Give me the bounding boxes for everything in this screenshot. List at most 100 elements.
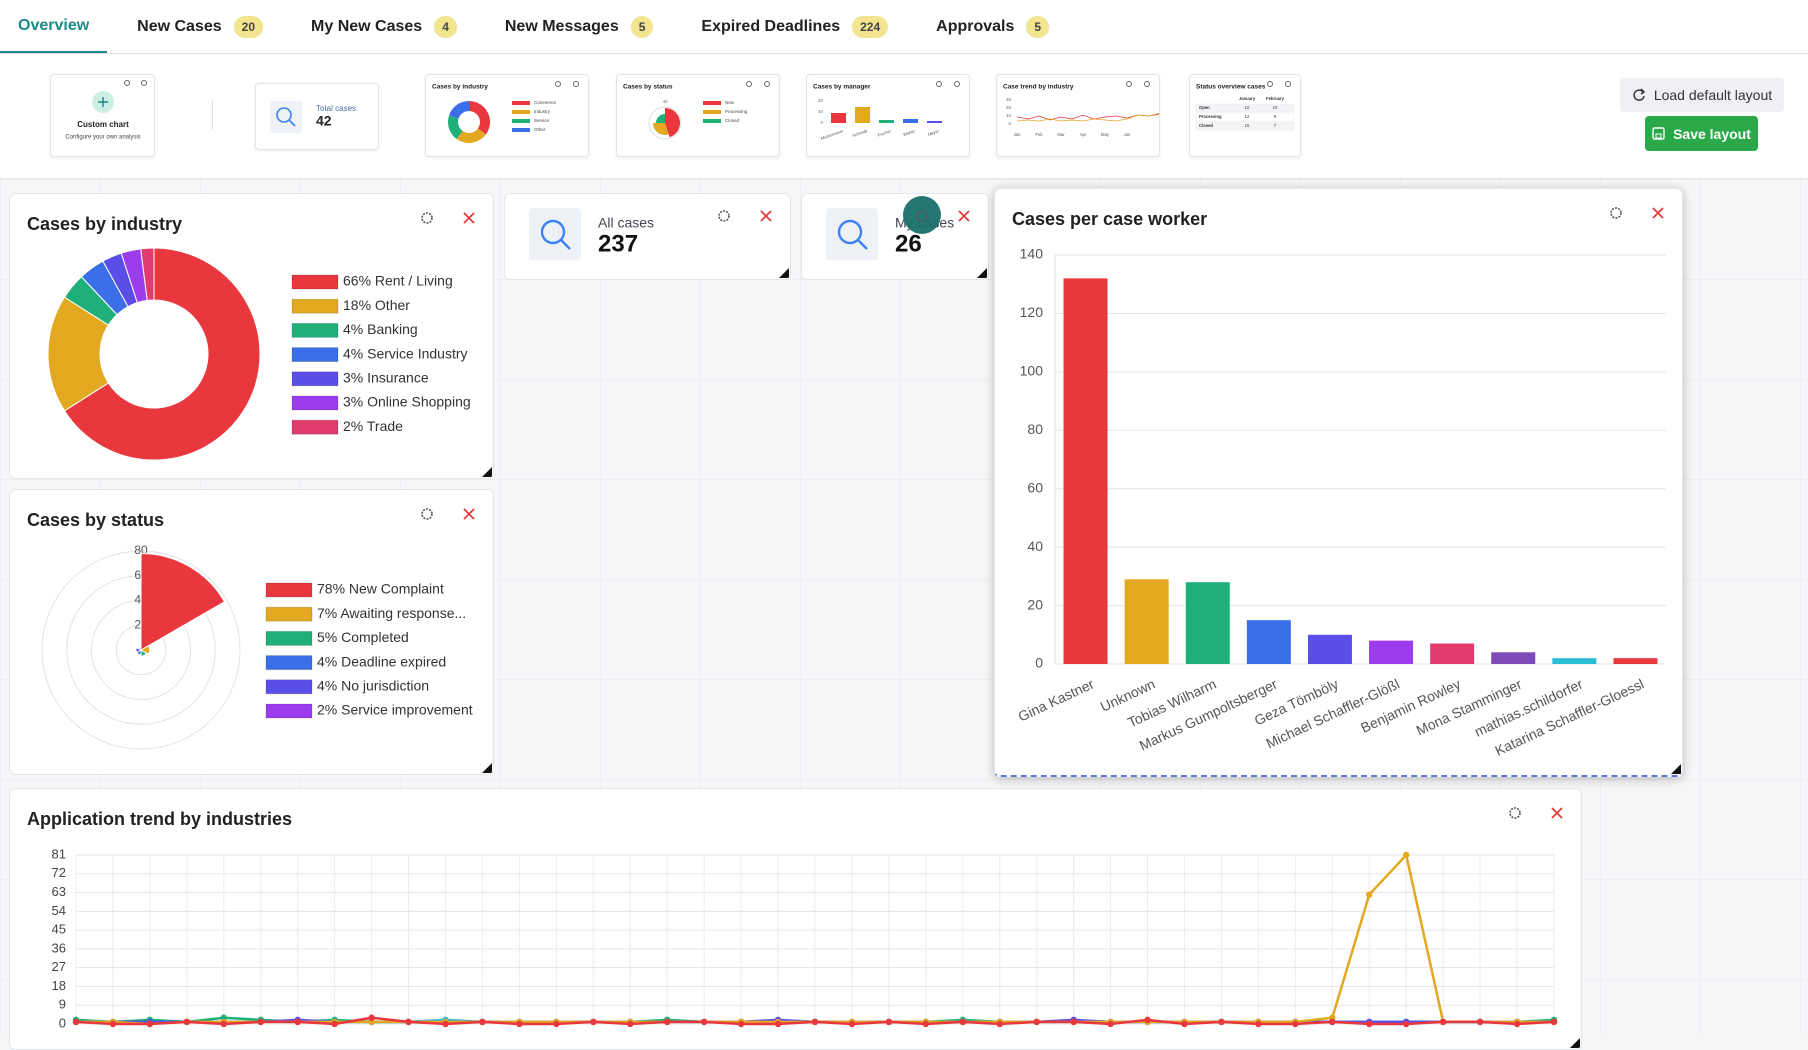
thumbnail-graphic <box>449 101 469 119</box>
thumbnail[interactable]: Case trend by industry 30 20 10 0 Jan Feb Mar Ap… <box>996 74 1161 157</box>
thumbnail-graphic <box>648 106 682 140</box>
thumbnail-graphic <box>831 113 846 123</box>
point <box>146 1020 154 1028</box>
thumbnail-cell: 10 <box>1273 105 1278 110</box>
close-icon[interactable] <box>958 210 970 222</box>
thumbnail-search[interactable] <box>954 81 960 87</box>
legend-swatch <box>265 655 313 671</box>
resize-handle[interactable] <box>482 763 492 773</box>
point <box>1550 1018 1558 1026</box>
close-icon[interactable] <box>463 508 475 520</box>
thumbnail[interactable]: Cases by industry Commerce Industry Service… <box>425 74 589 157</box>
thumbnail-svg: Case trend by industry 30 20 10 0 Jan Feb Mar Ap… <box>1003 81 1161 137</box>
thumbnail-settings[interactable] <box>555 81 561 87</box>
save-layout-button[interactable]: Save layout <box>1645 116 1758 151</box>
thumbnail-cell: 15 <box>1245 123 1250 128</box>
thumbnail[interactable]: Cases by manager 20 10 0 Mustermann Schmidt Fi… <box>806 74 970 157</box>
tab[interactable]: New Cases 20 <box>119 0 281 53</box>
y-tick-label: 40 <box>1027 538 1043 554</box>
resize-handle[interactable] <box>1570 1038 1580 1048</box>
point <box>1255 1020 1262 1028</box>
pie-slice <box>140 247 155 301</box>
close-icon[interactable] <box>463 212 475 224</box>
thumbnail-settings[interactable] <box>936 81 942 87</box>
icon-box <box>270 101 302 133</box>
resize-handle[interactable] <box>1671 764 1681 774</box>
thumbnail-search[interactable] <box>764 81 770 87</box>
legend-label: 5% Completed <box>317 629 409 645</box>
tab[interactable]: Overview <box>0 0 108 53</box>
settings-icon[interactable] <box>421 508 433 520</box>
thumbnail-label: Mustermann <box>820 128 844 141</box>
point <box>1403 1020 1410 1028</box>
point <box>848 1020 856 1028</box>
custom-chart-tile[interactable]: Custom chart Configure your own analysis <box>50 74 155 157</box>
settings-icon[interactable] <box>1610 207 1622 219</box>
tile-settings[interactable] <box>124 80 130 86</box>
resize-handle[interactable] <box>977 268 987 278</box>
point <box>516 1020 523 1028</box>
legend-label: 7% Awaiting response... <box>317 605 466 621</box>
tab[interactable]: New Messages 5 <box>487 0 672 53</box>
thumbnail[interactable]: Status overview cases January February Open… <box>1189 74 1301 157</box>
tile-graphic: Custom chart Configure your own analysis <box>65 80 147 141</box>
thumbnail-swatch <box>703 119 721 123</box>
settings-icon[interactable] <box>1509 807 1521 819</box>
thumbnail-label: Meyer <box>927 128 940 137</box>
thumbnail-settings[interactable] <box>746 81 752 87</box>
thumbnail-title: Cases by manager <box>813 84 871 91</box>
y-tick-label: 81 <box>52 846 66 861</box>
legend-label: 3% Online Shopping <box>343 394 471 410</box>
thumbnail-graphic <box>448 115 463 139</box>
polar-wedge <box>139 644 151 656</box>
chart: Cases by industry 66% Rent / Living 18% Ot… <box>27 212 492 477</box>
point <box>479 1018 486 1026</box>
close-icon[interactable] <box>760 210 772 222</box>
polar-wedge <box>140 552 226 651</box>
thumbnail-label: Apr <box>1080 132 1087 137</box>
y-tick-label: 72 <box>52 865 66 880</box>
tile-search[interactable] <box>141 80 147 86</box>
tab[interactable]: Expired Deadlines 224 <box>683 0 906 53</box>
search-icon-handle <box>857 239 868 250</box>
stat-value: 237 <box>598 230 638 257</box>
resize-handle[interactable] <box>779 268 789 278</box>
button-label: Load default layout <box>1653 87 1773 103</box>
thumbnail-label: Weber <box>902 128 916 137</box>
legend-label: 2% Service improvement <box>317 702 473 718</box>
thumbnail-label: Commerce <box>534 100 557 105</box>
legend-label: 4% Banking <box>343 321 418 337</box>
pie-slice <box>63 247 261 461</box>
total-cases-tile[interactable]: Total cases 42 <box>255 83 379 150</box>
tab[interactable]: Approvals 5 <box>918 0 1067 53</box>
thumbnail-tick: 30 <box>1006 97 1012 102</box>
plus-sign <box>98 97 108 107</box>
stat-card: All cases 237 <box>504 193 791 280</box>
tile-label: Total cases <box>316 104 356 113</box>
stat-svg: All cases 237 <box>529 208 789 278</box>
close-icon[interactable] <box>1551 807 1563 819</box>
thumbnail-graphic <box>469 101 490 135</box>
load-default-button[interactable]: Load default layout <box>1620 78 1784 112</box>
save-icon <box>1652 127 1665 140</box>
point <box>959 1018 966 1026</box>
widget-card: Cases per case worker 0 20 40 60 80 100 120 140 G… <box>994 188 1683 777</box>
thumbnail-search[interactable] <box>1285 81 1291 87</box>
thumbnail-search[interactable] <box>573 81 579 87</box>
thumbnail-search[interactable] <box>1144 81 1150 87</box>
settings-icon[interactable] <box>421 212 433 224</box>
legend-label: 4% Service Industry <box>343 345 468 361</box>
thumbnail[interactable]: Cases by status New Processing Closed 40 <box>616 74 780 157</box>
cursor-indicator <box>903 196 941 234</box>
tab[interactable]: My New Cases 4 <box>293 0 475 53</box>
close-icon[interactable] <box>1652 207 1664 219</box>
resize-handle[interactable] <box>482 467 492 477</box>
thumbnail-settings[interactable] <box>1267 81 1273 87</box>
thumbnail-label: Schmidt <box>852 128 869 138</box>
polar-wedge <box>135 646 143 654</box>
thumbnail-graphic <box>879 120 894 123</box>
settings-icon[interactable] <box>916 210 928 222</box>
thumbnail-svg: Cases by industry Commerce Industry Service… <box>432 81 579 143</box>
thumbnail-settings[interactable] <box>1126 81 1132 87</box>
settings-icon[interactable] <box>718 210 730 222</box>
